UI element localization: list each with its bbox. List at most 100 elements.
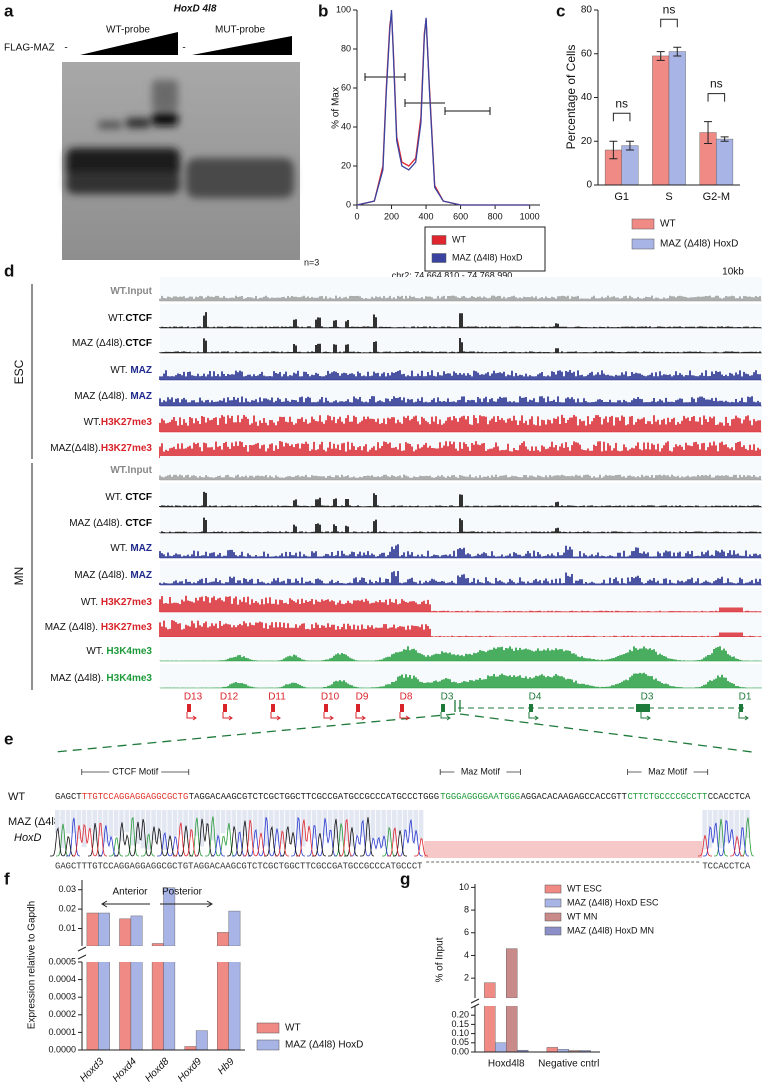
- bar: [119, 918, 132, 946]
- y-tick-label: 0.0005: [48, 956, 76, 966]
- legend-swatch: [431, 253, 447, 263]
- quality-bar: [317, 810, 322, 839]
- x-tick-label: 800: [488, 211, 503, 221]
- quality-bar: [418, 810, 424, 841]
- track-background: [160, 664, 762, 688]
- gene-exon: [271, 704, 275, 712]
- y-tick-label: 0.0000: [48, 1044, 76, 1054]
- significance-bracket: [660, 18, 678, 28]
- track-mark: H3K27me3: [101, 443, 153, 454]
- legend-label: MAZ (Δ4l8) HoxD: [660, 239, 738, 250]
- quality-bar: [215, 810, 221, 843]
- quality-bar: [87, 810, 92, 832]
- quality-bar: [370, 810, 376, 840]
- legend-swatch: [544, 898, 562, 908]
- bar: [652, 55, 670, 185]
- y-tick-label: 60: [581, 48, 593, 59]
- quality-bar: [263, 810, 269, 847]
- bar: [217, 962, 229, 1050]
- mutant-label: MAZ (Δ4l8): [8, 816, 64, 828]
- y-tick-label: 0.00: [451, 1046, 469, 1056]
- quality-bar: [723, 810, 729, 843]
- titration-wedge: [80, 32, 178, 55]
- track-sample: WT.: [110, 365, 130, 376]
- quality-bar: [734, 810, 739, 844]
- gene-arrow: [399, 712, 410, 721]
- gene-label: D4: [529, 692, 542, 703]
- y-tick-label: 8: [464, 904, 469, 914]
- legend-swatch: [431, 235, 447, 245]
- y-tick-label: 40: [581, 92, 593, 103]
- x-tick-label: G1: [614, 191, 629, 203]
- x-tick-label: G2-M: [703, 191, 731, 203]
- motif-bracket: [627, 769, 709, 775]
- y-tick-label: 80: [341, 43, 351, 53]
- x-tick-label: Negative cntrl: [538, 1059, 599, 1070]
- legend-swatch: [256, 1022, 280, 1034]
- y-tick-label: 0.01: [58, 923, 76, 933]
- gene-arrow: [640, 712, 651, 721]
- bar: [217, 932, 229, 946]
- quality-bar: [745, 810, 750, 839]
- quality-bar: [333, 810, 338, 839]
- legend-label: WT ESC: [567, 883, 602, 893]
- quality-bar: [258, 810, 263, 837]
- track-label: WT. MAZ: [110, 543, 152, 554]
- x-tick-label: Hoxd8: [143, 1056, 172, 1085]
- quality-bar: [279, 810, 285, 844]
- bar: [151, 943, 164, 946]
- gene-label: D3: [641, 692, 654, 703]
- track-background: [160, 483, 762, 507]
- bar: [228, 910, 241, 946]
- gene-arrow: [270, 712, 281, 721]
- quality-bar: [402, 810, 408, 837]
- gel-title: HoxD 4l8: [174, 4, 217, 15]
- coverage-signal: [159, 414, 761, 432]
- wt-sequence: GAGCTTTGTCCAGGAGGAGGCGCTGTAGGACAAGCGTCTC…: [55, 792, 751, 802]
- gene-arrow: [440, 712, 451, 721]
- quality-bar: [194, 810, 199, 836]
- motif-bracket: [81, 769, 190, 775]
- gene-label: D9: [356, 692, 369, 703]
- gene-label: D10: [321, 692, 340, 703]
- error-bar: [625, 140, 634, 151]
- track-label: MAZ (Δ4l8). MAZ: [74, 570, 152, 581]
- direction-arrow: [101, 900, 150, 908]
- y-axis-title: Percentage of Cells: [564, 45, 578, 150]
- coverage-signal: [159, 370, 761, 380]
- quality-bar: [295, 810, 301, 840]
- quality-bar: [739, 810, 745, 845]
- gene-exon: [529, 704, 533, 712]
- track-mark: MAZ: [130, 543, 152, 554]
- motif-label: CTCF Motif: [112, 766, 158, 776]
- significance-bracket: [612, 112, 631, 122]
- track-background: [160, 329, 762, 353]
- track-mark: MAZ: [130, 570, 152, 581]
- track-label: WT. MAZ: [110, 365, 152, 376]
- coverage-signal: [159, 474, 761, 480]
- track-sample: MAZ(Δ4l8).: [50, 443, 101, 454]
- gene-arrow: [738, 712, 749, 721]
- bar: [98, 912, 110, 946]
- protein-label: FLAG-MAZ: [4, 43, 55, 54]
- gene-exon: [324, 704, 328, 712]
- legend-label: MAZ (Δ4l8) HoxD: [285, 1040, 363, 1051]
- track-label: WT. H3K4me3: [86, 646, 152, 657]
- lane-minus: -: [182, 43, 185, 54]
- legend-swatch: [544, 926, 562, 936]
- bar: [86, 912, 99, 946]
- direction-arrow: [160, 900, 213, 908]
- x-tick-label: 600: [453, 211, 468, 221]
- quality-bar: [108, 810, 114, 839]
- panel-label: b: [318, 1, 328, 20]
- motif-bracket: [439, 769, 521, 775]
- y-tick-label: 0.15: [451, 1019, 469, 1029]
- quality-bar: [386, 810, 392, 843]
- gene-exon: [739, 704, 743, 712]
- panel-label: a: [4, 1, 14, 20]
- mutant-label: HoxD: [14, 832, 42, 844]
- track-label: WT. CTCF: [105, 492, 152, 503]
- track-mark: H3K4me3: [106, 673, 152, 684]
- bar: [546, 1047, 559, 1052]
- quality-bar: [129, 810, 135, 846]
